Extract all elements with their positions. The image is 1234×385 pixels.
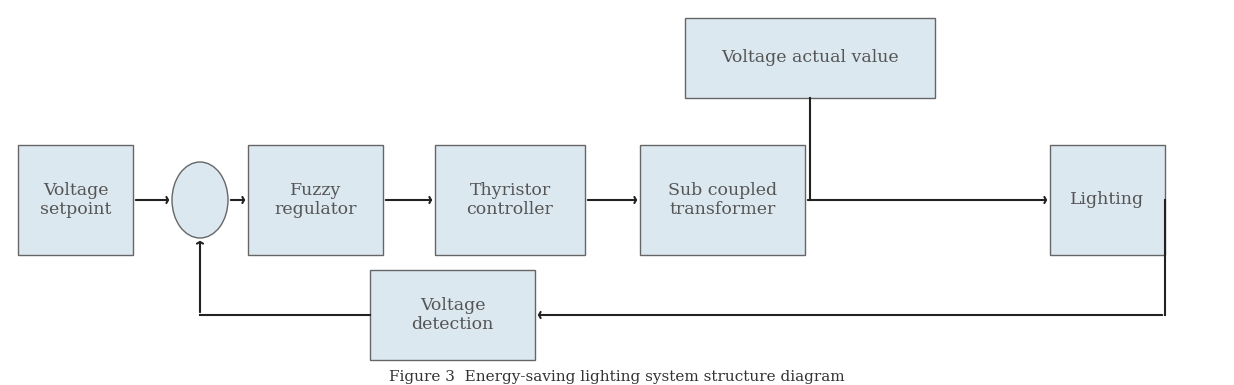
FancyBboxPatch shape: [640, 145, 805, 255]
Text: Voltage
detection: Voltage detection: [411, 297, 494, 333]
Text: Figure 3  Energy-saving lighting system structure diagram: Figure 3 Energy-saving lighting system s…: [389, 370, 845, 384]
FancyBboxPatch shape: [685, 18, 935, 98]
Text: Voltage actual value: Voltage actual value: [721, 50, 898, 67]
Text: Voltage
setpoint: Voltage setpoint: [39, 182, 111, 218]
Ellipse shape: [172, 162, 228, 238]
FancyBboxPatch shape: [436, 145, 585, 255]
Text: Lighting: Lighting: [1070, 191, 1145, 209]
Text: Thyristor
controller: Thyristor controller: [466, 182, 553, 218]
FancyBboxPatch shape: [370, 270, 536, 360]
Text: Sub coupled
transformer: Sub coupled transformer: [668, 182, 777, 218]
Text: Fuzzy
regulator: Fuzzy regulator: [274, 182, 357, 218]
FancyBboxPatch shape: [248, 145, 383, 255]
FancyBboxPatch shape: [19, 145, 133, 255]
FancyBboxPatch shape: [1050, 145, 1165, 255]
